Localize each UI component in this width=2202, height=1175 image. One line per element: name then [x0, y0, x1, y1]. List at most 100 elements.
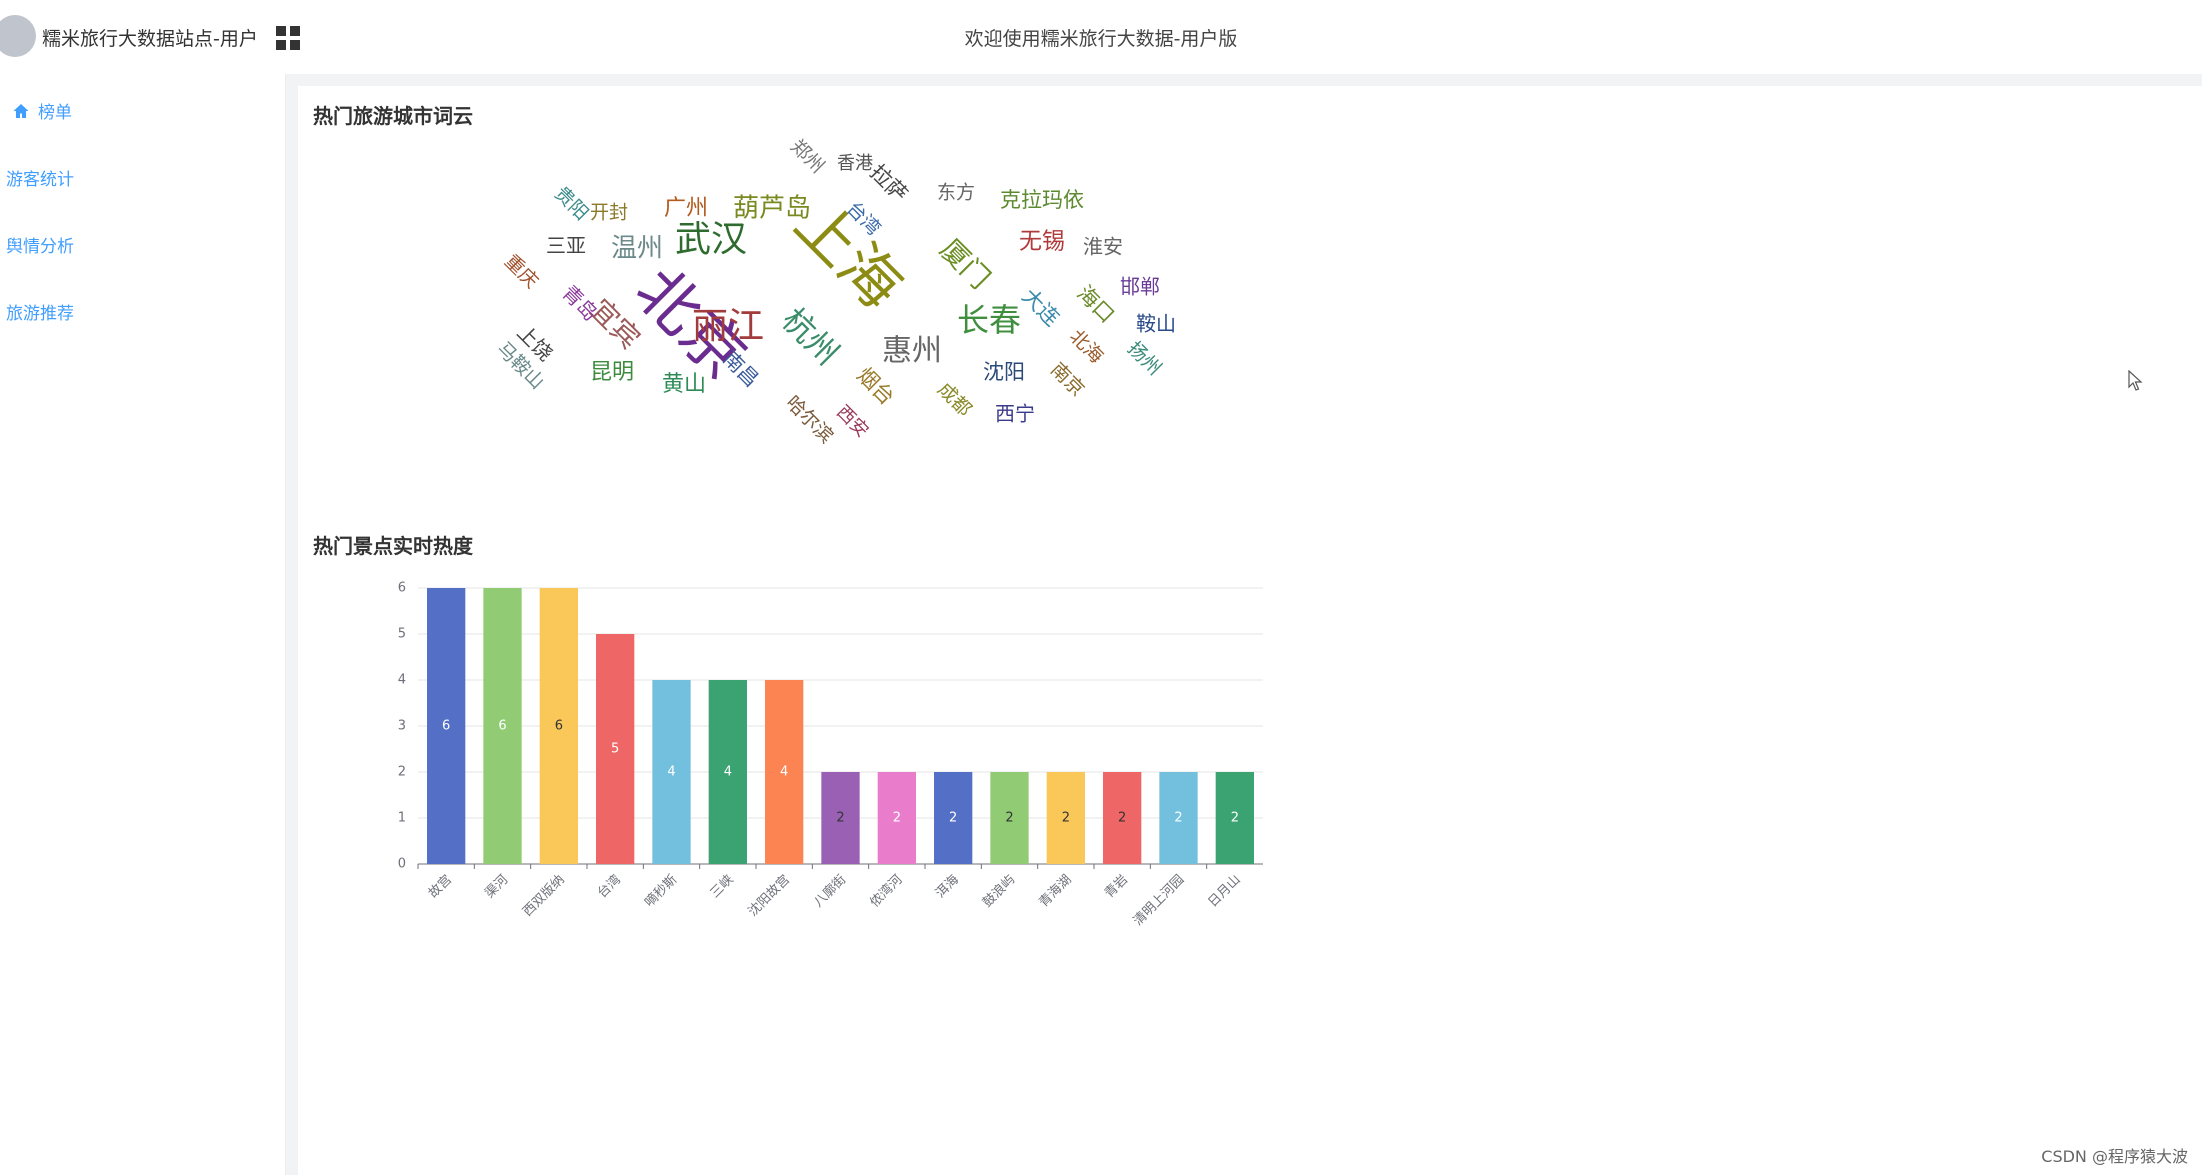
y-tick-label: 4 [398, 673, 406, 688]
x-tick-label: 渠河 [482, 872, 511, 901]
y-tick-label: 6 [398, 581, 406, 596]
site-brand: 糯米旅行大数据站点-用户 [42, 28, 258, 50]
main-content: 热门旅游城市词云 北京 上海 武汉 丽江 杭州 惠州 长春 厦门 葫芦岛 温州 宜宾 广州 克拉玛依 无锡… [298, 86, 2202, 1175]
sidebar-item-label: 旅游推荐 [6, 304, 74, 324]
wordcloud-word: 邯郸 [1120, 275, 1160, 299]
chart-bar[interactable] [1046, 772, 1085, 864]
wordcloud-word: 成都 [933, 378, 975, 420]
wordcloud-word: 西宁 [995, 402, 1035, 426]
chart-bar[interactable] [427, 588, 466, 864]
sidebar-item-label: 舆情分析 [6, 237, 74, 257]
chart-bar[interactable] [990, 772, 1029, 864]
bar-value-label: 2 [1118, 811, 1126, 826]
chart-bar[interactable] [539, 588, 578, 864]
content-gutter-top [286, 74, 2202, 86]
y-tick-label: 2 [398, 765, 406, 780]
chart-bar[interactable] [652, 680, 691, 864]
bar-value-label: 2 [836, 811, 844, 826]
wordcloud-word: 郑州 [786, 135, 828, 177]
bar-value-label: 2 [1174, 811, 1182, 826]
bar-value-label: 6 [442, 719, 450, 734]
watermark: CSDN @程序猿大波 [2041, 1147, 2188, 1166]
wordcloud-word: 大连 [1017, 284, 1064, 331]
grid-menu-icon[interactable] [275, 25, 301, 51]
x-tick-label: 三峡 [708, 872, 737, 901]
bar-value-label: 4 [780, 765, 788, 780]
sidebar-item-sentiment[interactable]: 舆情分析 [6, 232, 74, 257]
wordcloud-word: 广州 [664, 196, 708, 221]
x-tick-label: 青海湖 [1036, 872, 1074, 910]
y-tick-label: 3 [398, 719, 406, 734]
wordcloud-word: 沈阳 [983, 360, 1025, 384]
chart-bar[interactable] [708, 680, 747, 864]
wordcloud-word: 温州 [611, 234, 663, 264]
bar-value-label: 2 [1231, 811, 1239, 826]
wordcloud-word: 海口 [1072, 281, 1119, 328]
x-tick-label: 台湾 [594, 872, 624, 902]
wordcloud-word: 黄山 [662, 372, 706, 397]
sidebar-item-tourist-stats[interactable]: 游客统计 [6, 165, 74, 190]
wordcloud-word: 淮安 [1083, 235, 1123, 259]
bar-value-label: 2 [949, 811, 957, 826]
x-tick-label: 清明上河园 [1131, 872, 1188, 929]
wordcloud-word: 贵阳 [550, 182, 592, 224]
hot-spots-bar-chart: 0 1 2 3 4 5 6 6 故宫 6 渠河 6 西双版纳 5 台湾 4 嘀秒斯 4 三峡 4 沈阳故宫 2 八廓街 2 侬湾… [398, 581, 1263, 929]
x-tick-label: 沈阳故宫 [746, 872, 793, 919]
wordcloud-word: 克拉玛依 [1000, 188, 1084, 212]
wordcloud-word: 昆明 [590, 360, 634, 385]
wordcloud-word: 丽江 [692, 306, 764, 347]
wordcloud-word: 杭州 [774, 301, 846, 373]
wordcloud-word: 惠州 [882, 334, 942, 369]
wordcloud-word: 无锡 [1019, 229, 1065, 255]
chart-bar[interactable] [1103, 772, 1142, 864]
bar-value-label: 4 [724, 765, 732, 780]
chart-bar[interactable] [877, 772, 916, 864]
chart-bar[interactable] [596, 634, 635, 864]
chart-bar[interactable] [1215, 772, 1254, 864]
wordcloud-word: 葫芦岛 [733, 194, 811, 224]
wordcloud-title: 热门旅游城市词云 [313, 104, 473, 128]
bar-value-label: 6 [498, 719, 506, 734]
x-tick-label: 青岩 [1102, 872, 1131, 901]
y-tick-label: 1 [398, 811, 406, 826]
bar-value-label: 2 [1005, 811, 1013, 826]
x-tick-label: 日月山 [1205, 872, 1243, 910]
sidebar-item-label: 榜单 [38, 103, 72, 123]
bar-value-label: 2 [893, 811, 901, 826]
chart-bar[interactable] [1159, 772, 1198, 864]
welcome-text: 欢迎使用糯米旅行大数据-用户版 [964, 28, 1238, 50]
bar-value-label: 5 [611, 742, 619, 757]
wordcloud-word: 厦门 [934, 232, 997, 295]
wordcloud-word: 南京 [1046, 358, 1088, 400]
content-gutter [286, 74, 298, 1175]
x-tick-label: 侬湾河 [867, 872, 906, 911]
mouse-cursor-icon [2128, 370, 2143, 391]
home-icon [13, 103, 29, 118]
sidebar-item-ranking[interactable]: 榜单 [12, 98, 72, 123]
chart-bar[interactable] [483, 588, 522, 864]
x-tick-label: 西双版纳 [520, 872, 567, 919]
wordcloud-word: 重庆 [500, 250, 542, 292]
bar-value-label: 6 [555, 719, 563, 734]
wordcloud-word: 开封 [590, 202, 628, 224]
sidebar-item-recommend[interactable]: 旅游推荐 [6, 299, 74, 324]
wordcloud-word: 长春 [957, 301, 1021, 339]
wordcloud-word: 扬州 [1123, 337, 1165, 379]
y-tick-label: 0 [398, 857, 406, 872]
avatar[interactable] [0, 15, 36, 57]
x-tick-label: 故宫 [426, 872, 455, 901]
wordcloud-word: 鞍山 [1136, 312, 1176, 336]
bar-value-label: 2 [1062, 811, 1070, 826]
chart-bar[interactable] [765, 680, 804, 864]
wordcloud-word: 西安 [832, 401, 872, 441]
chart-bar[interactable] [934, 772, 973, 864]
wordcloud-word: 香港 [837, 153, 873, 174]
x-tick-label: 八廓街 [810, 872, 849, 911]
wordcloud-word: 三亚 [546, 234, 586, 258]
wordcloud-word: 哈尔滨 [781, 392, 837, 448]
x-tick-label: 洱海 [933, 872, 962, 901]
x-tick-label: 鼓浪屿 [980, 872, 1018, 910]
wordcloud-word: 东方 [937, 182, 975, 204]
chart-bar[interactable] [821, 772, 860, 864]
